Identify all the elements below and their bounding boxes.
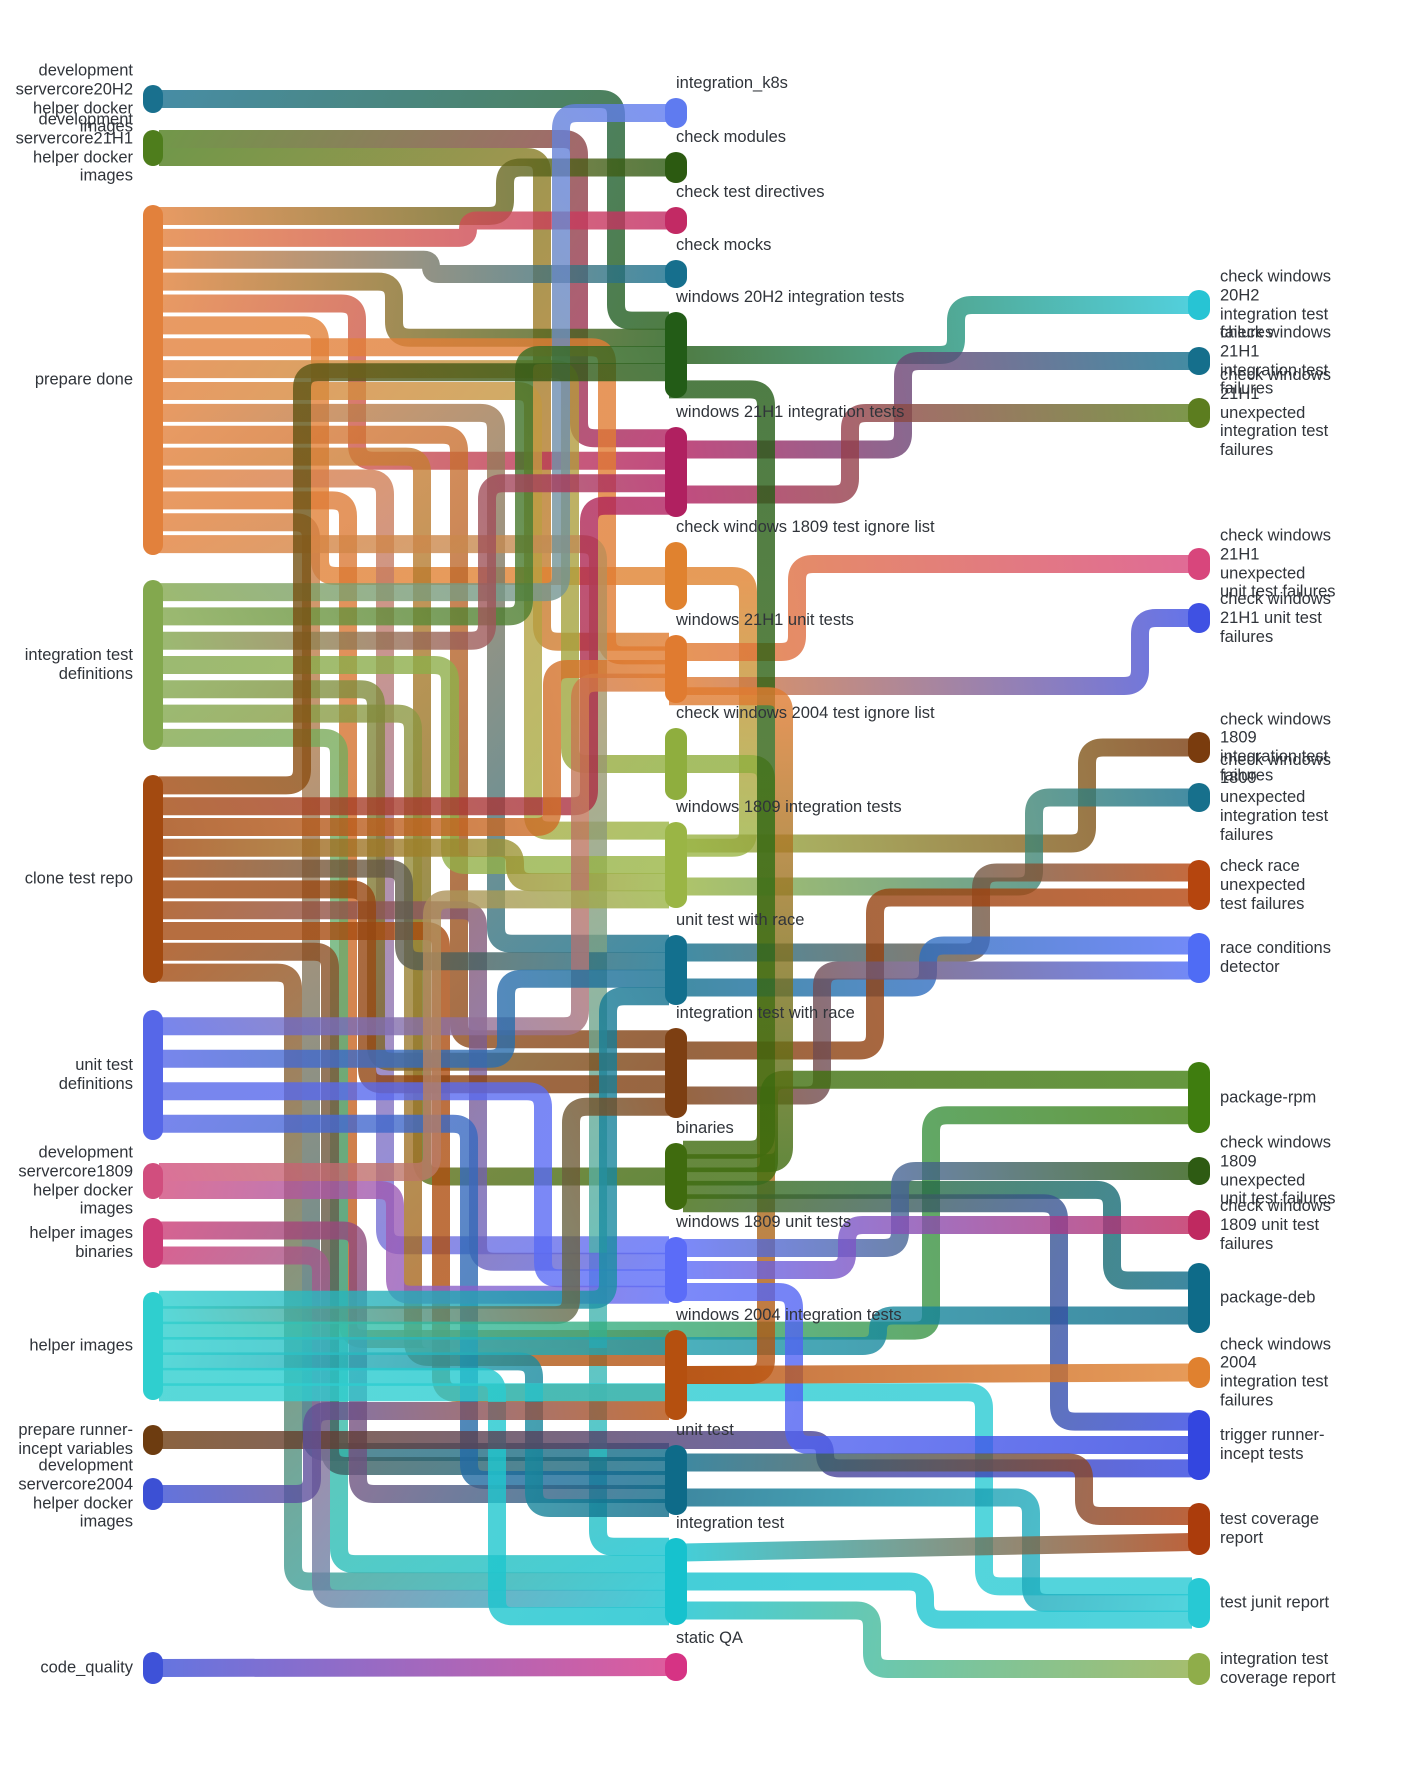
edge-d1809-w18i — [159, 890, 669, 1181]
edge-w21u-f21xu — [683, 555, 1192, 661]
node-f18i[interactable] — [1188, 732, 1210, 763]
edge-itest-covrep — [682, 1533, 1193, 1562]
nodes-layer — [143, 85, 1210, 1685]
edge-itest-intcov — [683, 1601, 1192, 1678]
node-w18u[interactable] — [665, 1237, 687, 1303]
edge-helpimg-itest — [159, 1367, 669, 1626]
node-f18xu[interactable] — [1188, 1157, 1210, 1185]
edge-codeq-sqa — [158, 1658, 670, 1677]
edge-clone-utest — [159, 942, 669, 1475]
node-chkmod[interactable] — [665, 152, 687, 183]
node-utrace[interactable] — [665, 935, 687, 1005]
node-f2004[interactable] — [1188, 1357, 1210, 1388]
edge-clone-w20i — [159, 363, 669, 795]
node-chkmocks[interactable] — [665, 260, 687, 288]
edge-bins-deb — [683, 1180, 1192, 1290]
edge-w21u-f21u — [683, 609, 1192, 695]
edge-intdefs-w18i — [159, 656, 669, 874]
node-f18xi[interactable] — [1188, 783, 1210, 812]
node-unitdefs[interactable] — [143, 1010, 163, 1140]
edge-helpimg-deb — [159, 1306, 1192, 1355]
node-itrace[interactable] — [665, 1028, 687, 1118]
edge-itest-junit — [683, 1572, 1192, 1629]
node-f20i[interactable] — [1188, 290, 1210, 320]
node-clone[interactable] — [143, 775, 163, 983]
edge-prep-chkmocks — [159, 250, 669, 283]
node-bins[interactable] — [665, 1143, 687, 1210]
edges-layer — [158, 90, 1193, 1678]
edge-intdefs-w21i — [159, 474, 669, 650]
node-utest[interactable] — [665, 1445, 687, 1515]
node-f21u[interactable] — [1188, 603, 1210, 633]
node-rpm[interactable] — [1188, 1062, 1210, 1133]
node-helpimg[interactable] — [143, 1292, 163, 1400]
node-f18u[interactable] — [1188, 1210, 1210, 1240]
edge-prep-chkmod — [159, 158, 669, 225]
node-w21i[interactable] — [665, 427, 687, 517]
node-codeq[interactable] — [143, 1652, 163, 1684]
node-deb[interactable] — [1188, 1263, 1210, 1333]
edge-unitdefs-utrace — [159, 969, 669, 1068]
edge-w20i-f20i — [683, 296, 1192, 364]
node-frace[interactable] — [1188, 860, 1210, 910]
node-w18i[interactable] — [665, 822, 687, 908]
node-d20h2[interactable] — [143, 85, 163, 113]
edge-clone-w18i — [159, 838, 669, 892]
node-d2004[interactable] — [143, 1478, 163, 1510]
edge-d2004-w2004i — [159, 1402, 669, 1503]
node-racedet[interactable] — [1188, 933, 1210, 983]
edge-helpimg-itrace — [159, 1097, 669, 1325]
edge-itrace-racedet — [683, 961, 1192, 1105]
node-w21u[interactable] — [665, 635, 687, 703]
node-helpbin[interactable] — [143, 1218, 163, 1268]
node-sqa[interactable] — [665, 1653, 687, 1681]
edge-clone-w21u — [159, 660, 669, 836]
edge-bins-trig — [683, 1194, 1192, 1431]
node-chkdir[interactable] — [665, 207, 687, 234]
node-intcov[interactable] — [1188, 1653, 1210, 1685]
edge-w18u-f18xu — [683, 1162, 1192, 1257]
node-f21xi[interactable] — [1188, 398, 1210, 428]
node-intdefs[interactable] — [143, 580, 163, 750]
edge-utest-covrep — [683, 1453, 1192, 1525]
edge-d21h1-w21u — [159, 148, 669, 651]
edge-w18i-f18xi — [683, 788, 1192, 896]
node-ig1809[interactable] — [665, 542, 687, 610]
node-w20i[interactable] — [665, 312, 687, 398]
node-k8s[interactable] — [665, 98, 687, 128]
edge-prep-utrace — [159, 403, 669, 953]
edge-clone-itest — [159, 963, 669, 1591]
node-trig[interactable] — [1188, 1410, 1210, 1480]
node-prep[interactable] — [143, 205, 163, 555]
edge-helpimg-utrace — [159, 987, 669, 1309]
edge-prep-chkdir — [159, 211, 669, 247]
node-d21h1[interactable] — [143, 130, 163, 166]
node-f21i[interactable] — [1188, 347, 1210, 375]
node-previncept[interactable] — [143, 1425, 163, 1455]
edge-clone-utrace — [159, 859, 669, 971]
node-w2004i[interactable] — [665, 1330, 687, 1420]
node-d1809[interactable] — [143, 1163, 163, 1199]
edge-w18u-f18u — [683, 1216, 1192, 1279]
edge-bins-w21u — [669, 687, 793, 1173]
edge-ig1809-w18i — [669, 567, 757, 857]
edge-d20h2-w20i — [159, 90, 669, 330]
edge-prep-w20i — [159, 272, 669, 347]
edge-w2004i-f2004 — [682, 1363, 1193, 1384]
edge-unitdefs-w21u — [159, 673, 669, 1036]
edge-w21i-f21xi — [683, 404, 1192, 504]
node-itest[interactable] — [665, 1538, 687, 1625]
node-covrep[interactable] — [1188, 1503, 1210, 1555]
edge-unitdefs-w18u — [159, 1082, 669, 1288]
node-junit[interactable] — [1188, 1578, 1210, 1628]
node-ig2004[interactable] — [665, 728, 687, 800]
edge-bins-w20i — [669, 380, 775, 1159]
node-f21xu[interactable] — [1188, 548, 1210, 580]
